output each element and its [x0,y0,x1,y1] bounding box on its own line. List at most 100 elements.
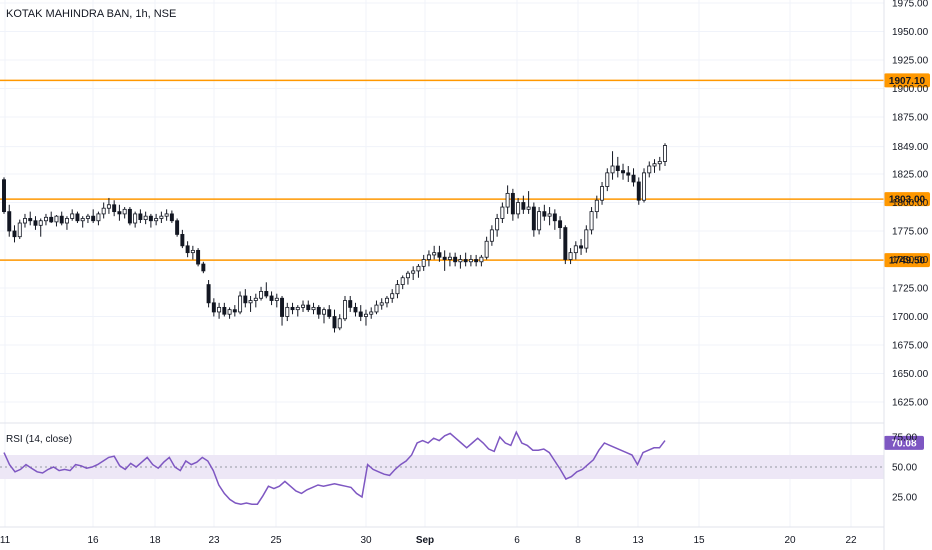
candle[interactable] [447,252,452,267]
candle[interactable] [274,293,279,308]
candle[interactable] [54,215,59,227]
candle[interactable] [657,156,662,171]
candle[interactable] [337,314,342,331]
candle[interactable] [374,300,379,315]
candle[interactable] [201,261,206,274]
candle[interactable] [332,309,337,333]
horizontal-levels[interactable]: 1907.10 1803.00 1749.50 [0,73,930,268]
candle[interactable] [12,225,17,243]
candle[interactable] [28,211,33,226]
candle[interactable] [49,211,54,224]
candle[interactable] [458,254,463,269]
candle[interactable] [280,295,285,326]
candle[interactable] [222,302,227,317]
candle[interactable] [175,218,180,237]
candle[interactable] [253,293,258,308]
candle[interactable] [521,195,526,214]
candle[interactable] [510,188,515,221]
candle[interactable] [285,302,290,322]
candle[interactable] [364,309,368,326]
candle[interactable] [327,305,332,319]
candle[interactable] [647,161,652,178]
candlestick-series[interactable] [2,143,667,333]
candle[interactable] [232,305,237,317]
candle[interactable] [64,216,69,230]
candle[interactable] [264,282,269,299]
candle[interactable] [395,280,400,299]
candle[interactable] [636,177,641,205]
candle[interactable] [23,213,27,228]
candle[interactable] [343,295,347,322]
candle[interactable] [384,295,389,308]
candle[interactable] [106,197,111,214]
candle[interactable] [390,289,395,303]
candle[interactable] [584,225,589,253]
candle[interactable] [7,204,12,237]
candle[interactable] [154,213,159,226]
candle[interactable] [474,254,479,267]
candle[interactable] [206,280,211,308]
candle[interactable] [353,302,358,317]
candle[interactable] [43,213,48,226]
candle[interactable] [542,204,547,221]
candle[interactable] [489,225,494,246]
candle[interactable] [484,236,489,260]
candle[interactable] [568,248,573,265]
candle[interactable] [80,216,85,228]
candle[interactable] [642,168,646,203]
candle[interactable] [416,264,421,278]
candle[interactable] [96,211,101,226]
candle[interactable] [500,202,505,224]
candle[interactable] [594,195,599,219]
candle[interactable] [180,229,185,249]
candle[interactable] [322,307,326,324]
candle[interactable] [615,156,620,178]
candle[interactable] [405,270,410,285]
candle[interactable] [127,207,132,226]
candle[interactable] [117,204,122,221]
candle[interactable] [269,291,274,306]
candle[interactable] [526,191,531,214]
candle[interactable] [563,225,568,265]
candle[interactable] [495,213,500,237]
candle[interactable] [432,245,437,260]
candle[interactable] [600,181,605,205]
candle[interactable] [101,202,106,219]
candle[interactable] [185,241,190,258]
candle[interactable] [217,302,222,319]
candle[interactable] [505,185,510,214]
candle[interactable] [211,298,216,317]
candle[interactable] [17,219,22,239]
candle[interactable] [38,218,43,237]
candle[interactable] [301,300,305,312]
candle[interactable] [537,207,542,235]
candle[interactable] [421,254,426,271]
candle[interactable] [70,209,75,221]
candle[interactable] [196,248,201,267]
candle[interactable] [75,211,80,224]
candle[interactable] [306,300,311,312]
candle[interactable] [652,159,657,173]
candle[interactable] [358,305,363,322]
candle[interactable] [85,213,90,224]
candle[interactable] [238,291,243,315]
candle[interactable] [59,211,64,226]
candle[interactable] [621,163,626,180]
candle[interactable] [379,298,384,310]
candle[interactable] [169,210,174,224]
candle[interactable] [605,168,610,192]
candle[interactable] [316,305,321,319]
candle[interactable] [479,254,484,267]
candle[interactable] [552,209,557,230]
candle[interactable] [143,211,148,225]
candle[interactable] [631,168,636,187]
candle[interactable] [159,211,164,224]
candle[interactable] [138,209,143,224]
candle[interactable] [463,252,468,267]
candle[interactable] [558,216,563,239]
candle[interactable] [531,202,536,237]
rsi-series[interactable]: 70.08 [3,430,924,505]
candle[interactable] [295,305,300,317]
candle[interactable] [468,254,473,267]
